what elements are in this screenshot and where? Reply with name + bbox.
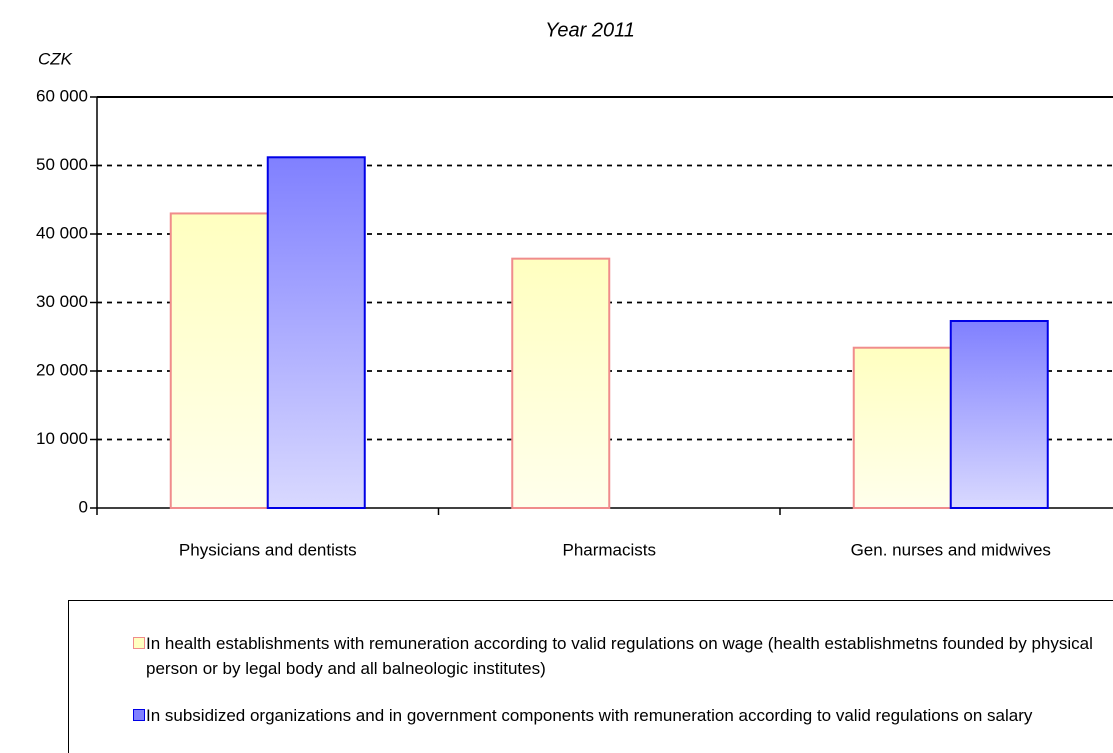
legend-label: In health establishments with remunerati… bbox=[146, 634, 1093, 678]
legend-entry: In subsidized organizations and in gover… bbox=[133, 703, 1106, 728]
legend-swatch bbox=[133, 709, 145, 721]
legend: In health establishments with remunerati… bbox=[68, 600, 1113, 753]
y-tick-label: 20 000 bbox=[36, 360, 88, 379]
legend-swatch bbox=[133, 637, 145, 649]
bar bbox=[949, 319, 1049, 509]
y-tick-label: 60 000 bbox=[36, 86, 88, 105]
y-tick-label: 10 000 bbox=[36, 429, 88, 448]
y-tick-label: 0 bbox=[79, 497, 88, 516]
bar bbox=[511, 257, 611, 509]
y-axis-label: CZK bbox=[38, 49, 73, 68]
chart-title: Year 2011 bbox=[545, 19, 635, 41]
y-tick-label: 30 000 bbox=[36, 292, 88, 311]
bar bbox=[852, 346, 952, 509]
bar bbox=[169, 212, 269, 509]
x-tick-label: Pharmacists bbox=[562, 540, 656, 559]
bar bbox=[266, 156, 366, 509]
legend-label: In subsidized organizations and in gover… bbox=[146, 706, 1033, 725]
y-tick-label: 40 000 bbox=[36, 223, 88, 242]
legend-entry: In health establishments with remunerati… bbox=[133, 631, 1106, 681]
y-tick-label: 50 000 bbox=[36, 155, 88, 174]
x-tick-label: Physicians and dentists bbox=[179, 540, 357, 559]
x-tick-label: Gen. nurses and midwives bbox=[851, 540, 1051, 559]
